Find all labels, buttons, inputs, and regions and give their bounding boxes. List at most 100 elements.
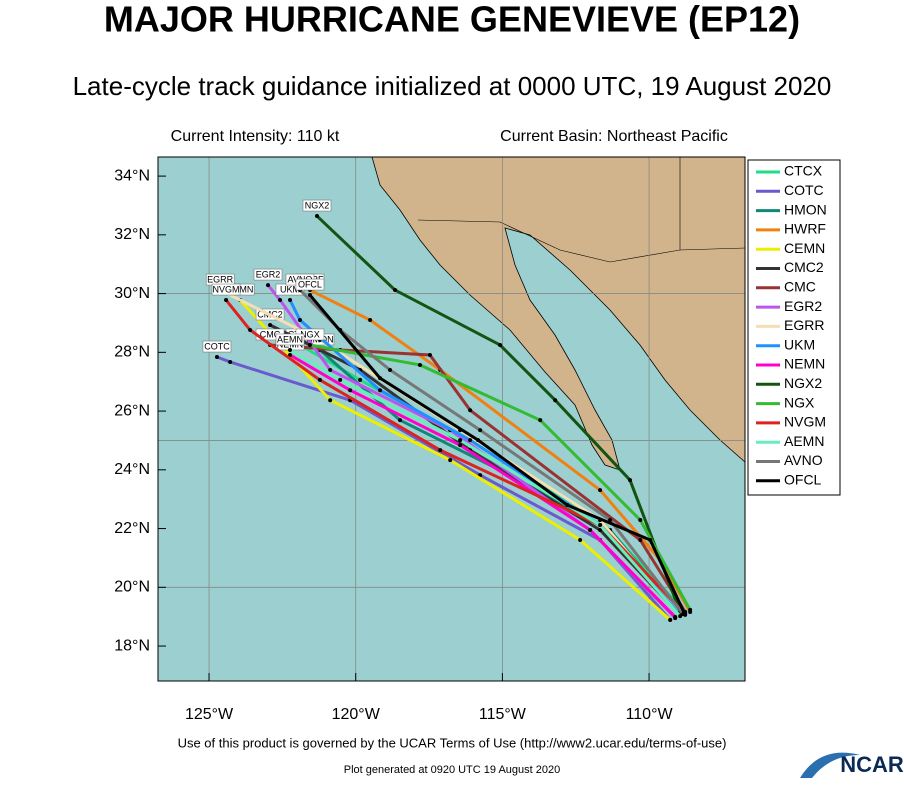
y-tick-label: 30°N xyxy=(114,285,150,302)
track-point xyxy=(427,352,432,357)
track-point xyxy=(683,612,688,617)
y-tick-label: 26°N xyxy=(114,402,150,419)
track-point xyxy=(628,478,633,483)
subtitle: Late-cycle track guidance initialized at… xyxy=(73,71,832,101)
land xyxy=(371,156,746,471)
track-point xyxy=(498,342,503,347)
track-label-box xyxy=(275,333,305,346)
legend-label: CTCX xyxy=(784,163,823,179)
track-point xyxy=(224,298,229,303)
track-point xyxy=(307,342,312,347)
logo-swoosh xyxy=(800,752,860,778)
track-point xyxy=(458,438,463,443)
track-point xyxy=(278,298,283,303)
track-label: OFCL xyxy=(298,279,322,289)
legend-label: CMC xyxy=(784,279,816,295)
track-label-box xyxy=(295,278,325,291)
track-point xyxy=(398,418,403,423)
logo: NCAR xyxy=(840,752,904,777)
legend-label: AEMN xyxy=(784,433,824,449)
track-point xyxy=(297,318,302,323)
generated: Plot generated at 0920 UTC 19 August 202… xyxy=(344,764,561,776)
legend-label: HMON xyxy=(784,201,827,217)
track-point xyxy=(317,377,322,382)
track-point xyxy=(266,283,271,288)
track-point xyxy=(314,214,319,219)
track-label-box xyxy=(302,199,332,212)
x-tick-label: 120°W xyxy=(332,706,381,723)
y-tick-label: 20°N xyxy=(114,579,150,596)
track-point xyxy=(378,376,383,381)
track-point xyxy=(368,318,373,323)
track-point xyxy=(214,355,219,360)
legend-label: OFCL xyxy=(784,472,822,488)
legend-label: EGRR xyxy=(784,317,824,333)
track-point xyxy=(538,418,543,423)
x-tick-label: 115°W xyxy=(479,706,527,723)
track-point xyxy=(358,377,363,382)
track-point xyxy=(388,367,393,372)
track-point xyxy=(328,398,333,403)
track-point xyxy=(228,360,233,365)
track-point xyxy=(598,523,603,528)
legend xyxy=(747,159,841,496)
track-point xyxy=(608,518,613,523)
y-tick-label: 24°N xyxy=(114,461,150,478)
track-point xyxy=(438,448,443,453)
track-point xyxy=(648,538,653,543)
track-point xyxy=(478,473,483,478)
footer: Use of this product is governed by the U… xyxy=(178,735,727,750)
x-tick-label: 125°W xyxy=(185,706,234,723)
track-point xyxy=(328,367,333,372)
legend-label: NGX xyxy=(784,394,815,410)
track-point xyxy=(417,362,422,367)
y-tick-label: 32°N xyxy=(114,226,150,243)
track-point xyxy=(468,438,473,443)
legend-label: HWRF xyxy=(784,221,826,237)
title: MAJOR HURRICANE GENEVIEVE (EP12) xyxy=(104,0,800,40)
legend-label: CEMN xyxy=(784,240,825,256)
track-point xyxy=(307,293,312,298)
track-point xyxy=(638,538,643,543)
track-label: COTC xyxy=(204,341,230,351)
track-point xyxy=(673,614,678,619)
track-label: UKM xyxy=(280,284,300,294)
track-point xyxy=(448,458,453,463)
track-label-box xyxy=(253,268,283,281)
track-label: NGX2 xyxy=(305,200,330,210)
y-tick-label: 28°N xyxy=(114,344,150,361)
intensity: Current Intensity: 110 kt xyxy=(171,128,340,145)
track-point xyxy=(288,298,293,303)
legend-label: EGR2 xyxy=(784,298,822,314)
track-point xyxy=(468,408,473,413)
track-point xyxy=(638,518,643,523)
y-tick-label: 22°N xyxy=(114,520,150,537)
track-point xyxy=(458,443,463,448)
track-point xyxy=(688,607,693,612)
track-label: EGR2 xyxy=(256,269,281,279)
x-tick-label: 110°W xyxy=(626,706,674,723)
track-point xyxy=(668,617,673,622)
track-point xyxy=(478,428,483,433)
track-point xyxy=(565,503,570,508)
track-label: CMC xyxy=(260,329,281,339)
track-point xyxy=(248,328,253,333)
track-point xyxy=(598,528,603,533)
legend-label: AVNO xyxy=(784,452,823,468)
y-tick-label: 34°N xyxy=(114,167,150,184)
track-point xyxy=(338,377,343,382)
track-label: NGX xyxy=(300,329,320,339)
basin: Current Basin: Northeast Pacific xyxy=(500,128,728,145)
track-point xyxy=(553,398,558,403)
track-point xyxy=(588,528,593,533)
plot-frame xyxy=(157,156,746,682)
legend-label: COTC xyxy=(784,182,824,198)
track-label-box xyxy=(211,283,241,296)
track-point xyxy=(378,388,383,393)
legend-label: CMC2 xyxy=(784,259,824,275)
track-label: NVGM xyxy=(213,284,240,294)
track-point xyxy=(288,347,293,352)
track-point xyxy=(578,538,583,543)
track-point xyxy=(348,388,353,393)
legend-label: UKM xyxy=(784,336,815,352)
